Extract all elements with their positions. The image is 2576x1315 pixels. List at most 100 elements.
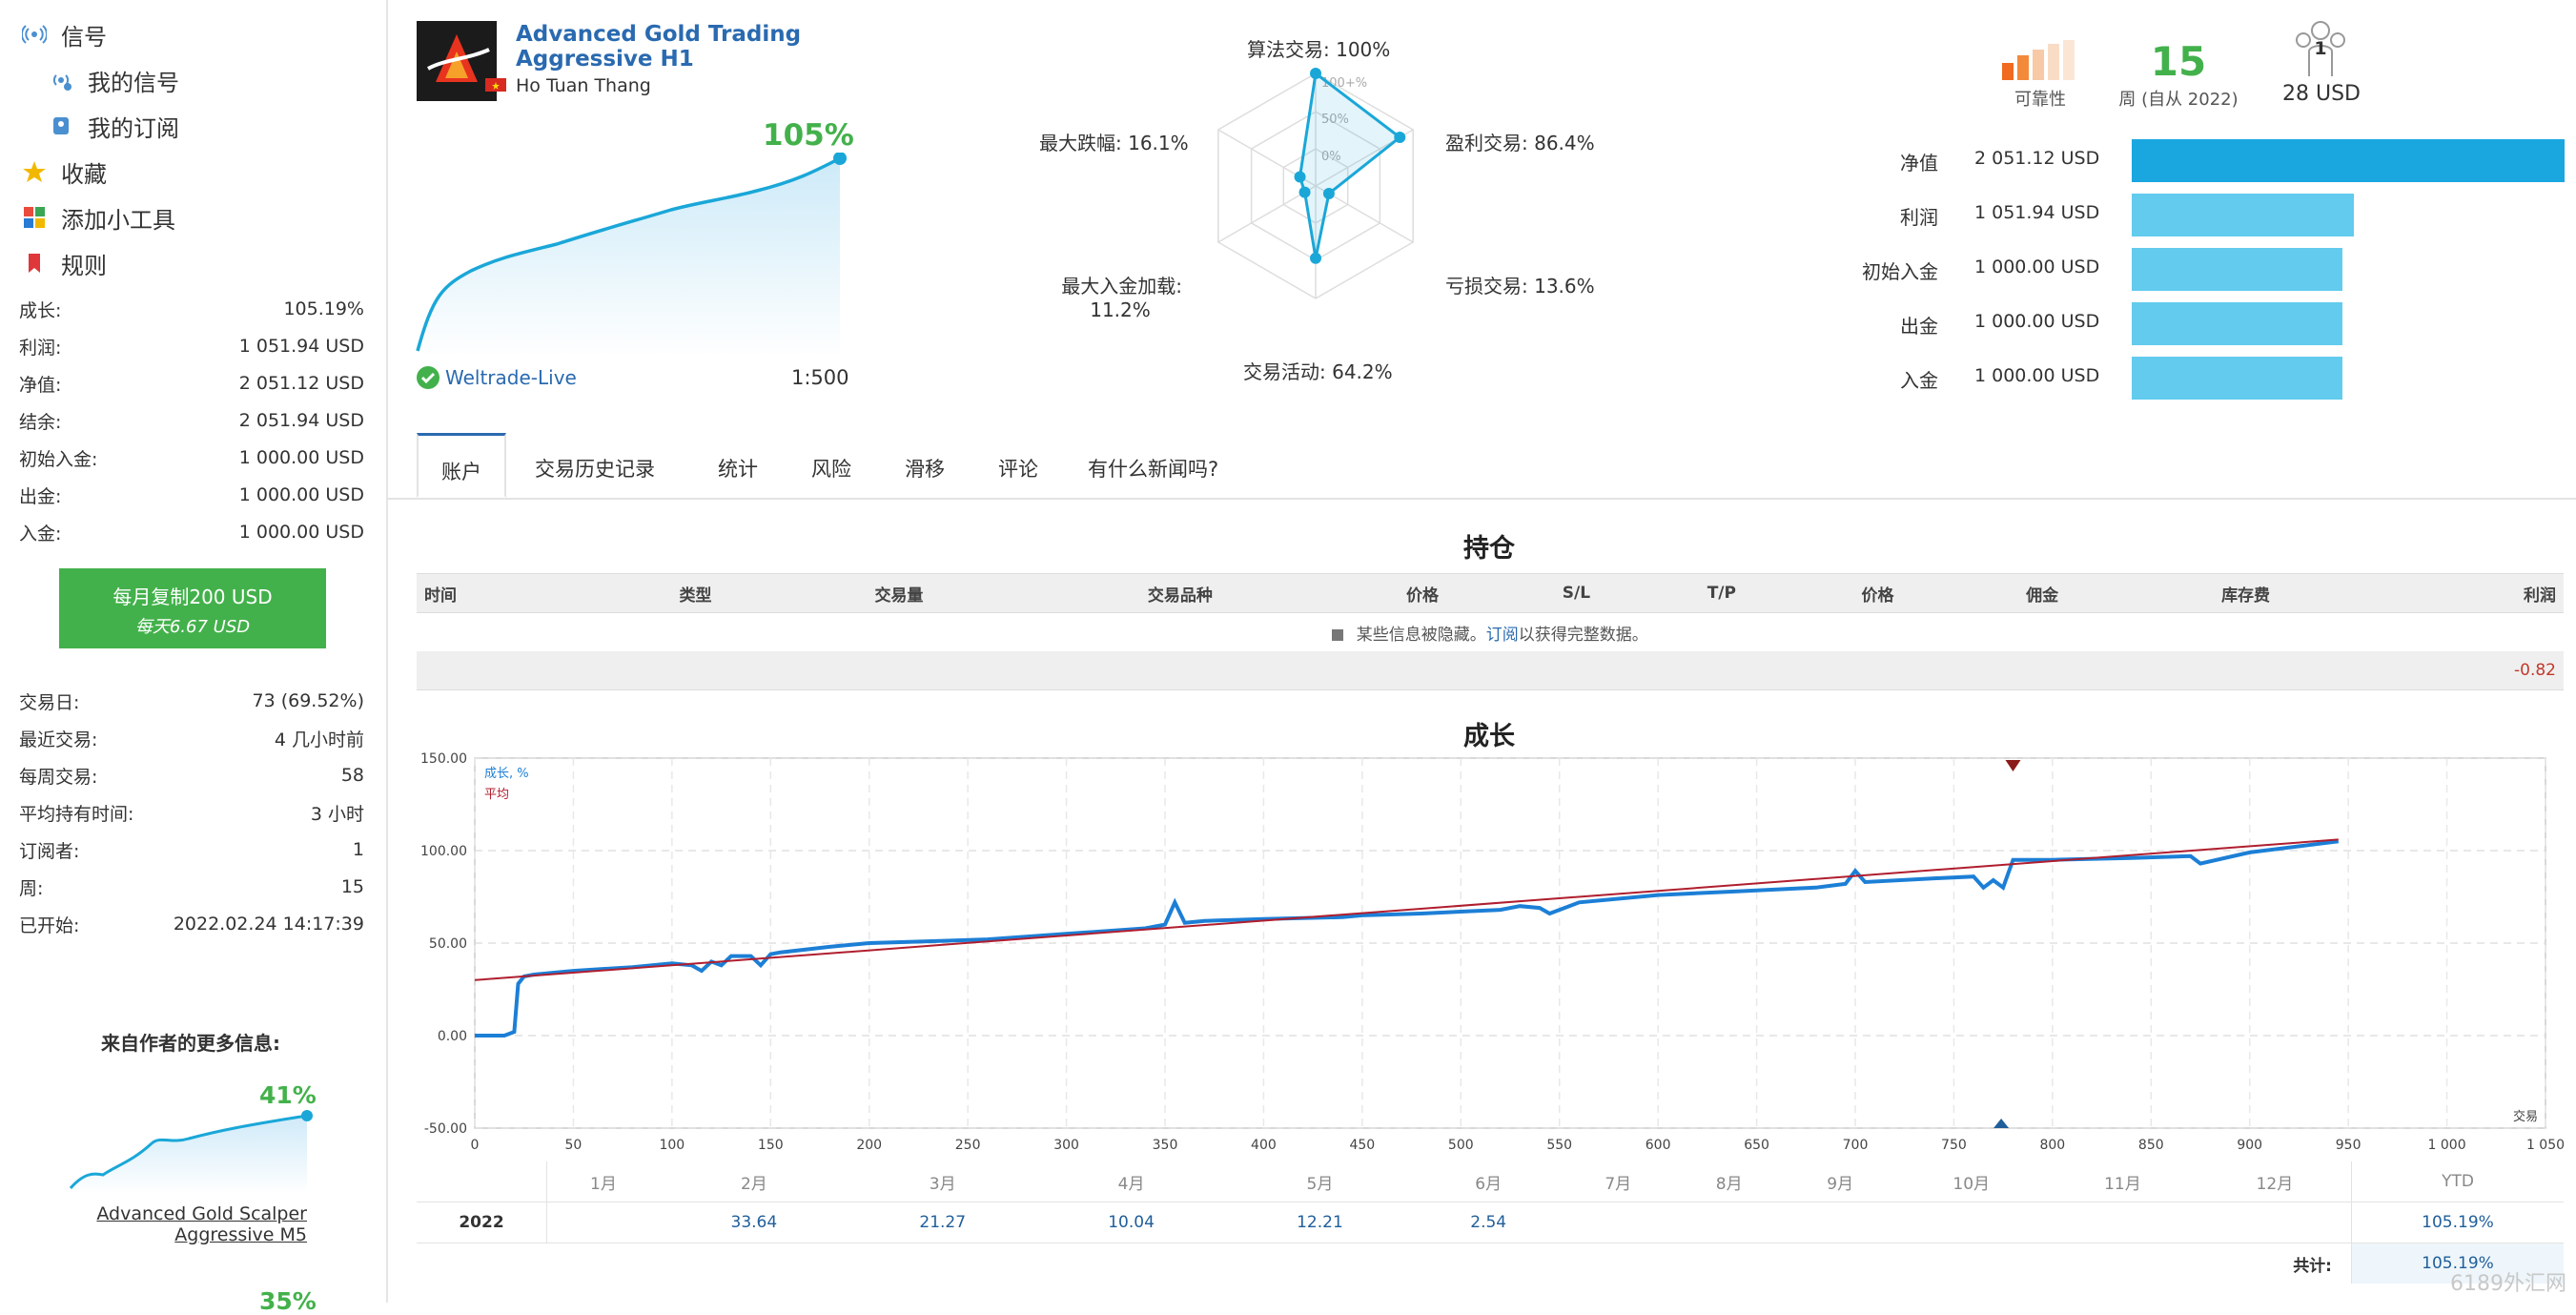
monthly-table: 1月 2月 3月 4月 5月 6月 7月 8月 9月 10月 11月 12月 Y… — [417, 1161, 2564, 1284]
nav-add-widgets[interactable]: 添加小工具 — [21, 198, 175, 236]
summary-bar — [2132, 357, 2342, 400]
radar-label-algo: 算法交易: 100% — [1247, 38, 1391, 61]
total-row: 共计: 105.19% — [417, 1243, 2564, 1284]
radar-point — [1394, 132, 1406, 144]
signal-logo — [417, 21, 497, 101]
stat-row: 初始入金: 1 000.00 USD — [19, 447, 364, 470]
month-header-row: 1月 2月 3月 4月 5月 6月 7月 8月 9月 10月 11月 12月 Y… — [417, 1161, 2564, 1202]
max-marker — [2005, 760, 2021, 771]
x-tick-label: 800 — [2039, 1138, 2065, 1153]
tab-history[interactable]: 交易历史记录 — [535, 458, 655, 481]
summary-bar — [2132, 194, 2354, 236]
more-signal-link[interactable]: Advanced Gold Scalper Aggressive M5 — [96, 1203, 307, 1245]
x-tick-label: 50 — [565, 1138, 583, 1153]
bar-value: 1 000.00 USD — [1974, 311, 2100, 332]
y-tick-label: -50.00 — [424, 1121, 467, 1137]
positions-total: -0.82 — [417, 651, 2564, 690]
radar-label-drawdown: 最大跌幅: 16.1% — [1039, 132, 1189, 154]
y-tick-label: 100.00 — [420, 844, 467, 859]
more-signal-sparkline — [69, 1110, 313, 1194]
radar-axis — [1217, 185, 1317, 243]
col-price: 价格 — [1339, 573, 1505, 613]
summary-bar — [2132, 139, 2565, 182]
x-tick-label: 200 — [856, 1138, 882, 1153]
star-icon — [21, 158, 48, 185]
x-tick-label: 0 — [471, 1138, 480, 1153]
ytd-value: 105.19% — [2351, 1202, 2564, 1243]
nav-label: 添加小工具 — [61, 206, 175, 234]
stat-row: 结余: 2 051.94 USD — [19, 410, 364, 433]
tab-account[interactable]: 账户 — [417, 433, 506, 498]
copy-subscribe-button[interactable]: 每月复制200 USD 每天6.67 USD — [59, 568, 326, 648]
stat-row: 最近交易: 4 几小时前 — [19, 729, 364, 750]
col-type: 类型 — [613, 573, 778, 613]
tab-slippage[interactable]: 滑移 — [905, 458, 945, 481]
radar-point — [1310, 252, 1321, 264]
x-tick-label: 950 — [2336, 1138, 2361, 1153]
month-header: 7月 — [1563, 1161, 1674, 1202]
more-from-author-title: 来自作者的更多信息: — [101, 1032, 280, 1055]
radar-point — [1298, 186, 1311, 198]
col-price2: 价格 — [1795, 573, 1960, 613]
growth-sparkline — [416, 153, 847, 358]
widgets-icon — [21, 204, 48, 231]
bar-value: 1 000.00 USD — [1974, 257, 2100, 277]
nav-signals[interactable]: 信号 — [21, 15, 107, 53]
col-sl: S/L — [1504, 573, 1648, 613]
more-signal-growth: 41% — [259, 1081, 317, 1109]
month-value: 2.54 — [1414, 1202, 1563, 1243]
radar-area — [1298, 71, 1402, 259]
x-tick-label: 700 — [1843, 1138, 1869, 1153]
tab-statistics[interactable]: 统计 — [718, 458, 758, 481]
x-tick-label: 150 — [758, 1138, 784, 1153]
month-header: 11月 — [2047, 1161, 2198, 1202]
ytd-header: YTD — [2351, 1161, 2564, 1202]
year-label: 2022 — [417, 1202, 547, 1243]
col-commission: 佣金 — [1959, 573, 2125, 613]
bar-value: 2 051.12 USD — [1974, 148, 2100, 169]
nav-label: 我的信号 — [88, 69, 179, 96]
radar-ring-label: 0% — [1321, 150, 1341, 164]
nav-my-subscriptions[interactable]: 我的订阅 — [48, 107, 179, 145]
hidden-info-row: 某些信息被隐藏。订阅以获得完整数据。 — [417, 613, 2564, 652]
broker-link[interactable]: Weltrade-Live — [445, 366, 577, 389]
signal-title[interactable]: Advanced Gold Trading Aggressive H1 — [516, 22, 802, 72]
bar-label: 净值 — [1900, 152, 1938, 175]
stat-row: 周: 15 — [19, 876, 364, 899]
month-header: 2月 — [659, 1161, 848, 1202]
reliability-icon — [2002, 40, 2075, 80]
total-value: 105.19% — [2351, 1243, 2564, 1284]
y-tick-label: 150.00 — [420, 751, 467, 767]
weeks-label: 周 (自从 2022) — [2118, 90, 2239, 110]
tab-news[interactable]: 有什么新闻吗? — [1088, 458, 1219, 481]
x-tick-label: 1 050 — [2526, 1138, 2565, 1153]
nav-my-signals[interactable]: 我的信号 — [48, 61, 179, 99]
legend-average: 平均 — [484, 788, 509, 802]
subscription-icon — [48, 113, 74, 139]
min-marker — [1993, 1119, 2010, 1128]
reliability-label: 可靠性 — [2014, 90, 2066, 110]
nav-favorites[interactable]: 收藏 — [21, 153, 107, 191]
tab-bar: 账户 交易历史记录 统计 风险 滑移 评论 有什么新闻吗? — [386, 433, 2576, 500]
month-value: 12.21 — [1225, 1202, 1415, 1243]
month-header: 12月 — [2198, 1161, 2352, 1202]
radar-label-profit: 盈利交易: 86.4% — [1445, 132, 1595, 154]
x-tick-label: 750 — [1941, 1138, 1967, 1153]
subscribers-icon — [2296, 21, 2345, 76]
author-name: Ho Tuan Thang — [516, 75, 651, 96]
x-tick-label: 850 — [2138, 1138, 2164, 1153]
stat-row: 订阅者: 1 — [19, 839, 364, 862]
subscribe-link[interactable]: 订阅 — [1485, 625, 1519, 645]
bar-value: 1 000.00 USD — [1974, 365, 2100, 386]
tab-reviews[interactable]: 评论 — [998, 458, 1038, 481]
x-tick-label: 400 — [1251, 1138, 1277, 1153]
col-time: 时间 — [417, 573, 614, 613]
summary-bar — [2132, 248, 2342, 291]
average-series-line — [474, 838, 2339, 981]
tab-risks[interactable]: 风险 — [811, 458, 851, 481]
growth-value: 105% — [763, 118, 854, 153]
nav-rules[interactable]: 规则 — [21, 244, 107, 282]
more-signal-growth-2: 35% — [259, 1287, 317, 1315]
summary-bar — [2132, 302, 2342, 345]
watermark: 6189外汇网 — [2450, 1272, 2566, 1296]
